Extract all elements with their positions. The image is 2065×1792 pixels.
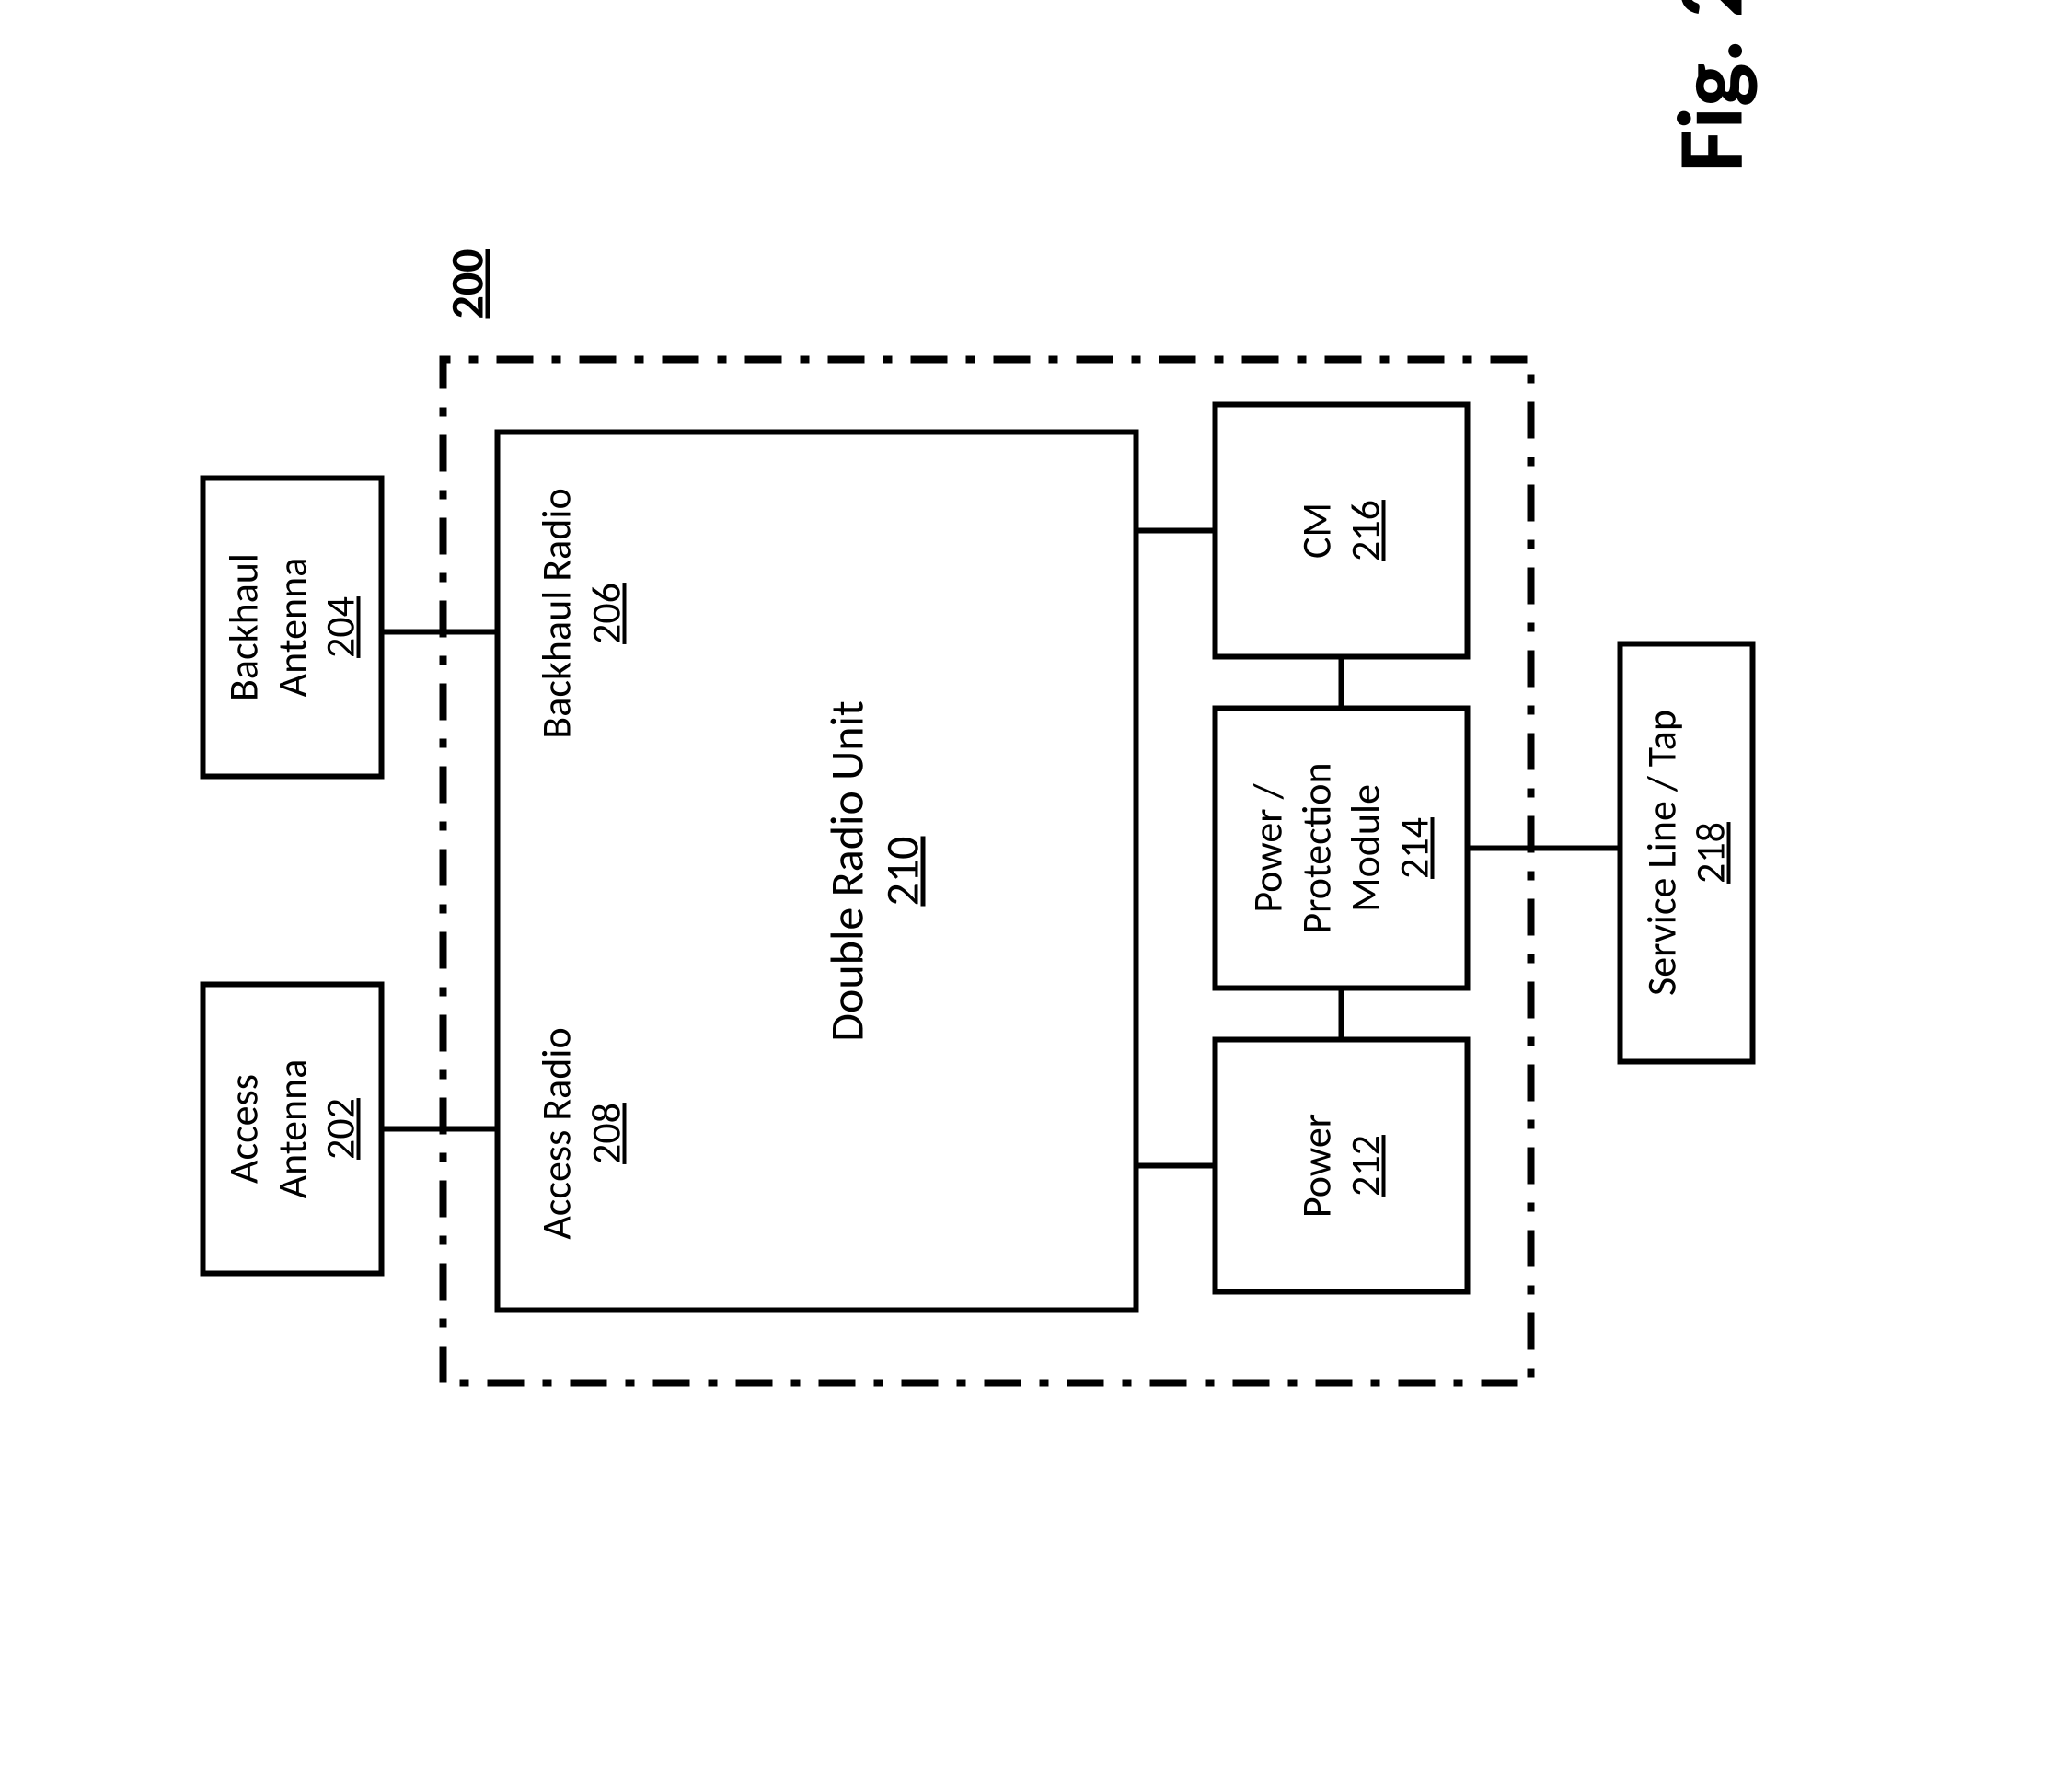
diagram-canvas: 200 Access Antenna 202 Backhaul Antenna … (274, 0, 1792, 1792)
label: Antenna (268, 1059, 317, 1199)
ref-number: 210 (876, 836, 931, 906)
edge (385, 1127, 495, 1132)
ref-number: 218 (1687, 822, 1736, 884)
label: Access (219, 1074, 268, 1184)
label: Backhaul Radio (532, 488, 582, 738)
ref-number: 204 (317, 596, 365, 658)
ref-number: 208 (582, 1103, 631, 1164)
edge (1471, 846, 1618, 851)
ref-number: 214 (1390, 817, 1438, 879)
edge (385, 630, 495, 635)
edge (1139, 1163, 1213, 1169)
label: Backhaul (219, 553, 268, 701)
ref-number: 202 (317, 1098, 365, 1160)
edge (1139, 528, 1213, 534)
figure-caption: Fig. 2 (1655, 0, 1767, 172)
label-backhaul-radio: Backhaul Radio 206 (532, 467, 631, 761)
label: Access Radio (532, 1027, 582, 1239)
node-cm: CM 216 (1213, 402, 1471, 660)
label: CM (1293, 503, 1342, 559)
label: Antenna (268, 558, 317, 698)
label: Module (1342, 784, 1390, 912)
node-access-antenna: Access Antenna 202 (201, 982, 385, 1277)
ref-number: 206 (582, 583, 631, 644)
ref-number: 212 (1342, 1135, 1390, 1197)
node-backhaul-antenna: Backhaul Antenna 204 (201, 476, 385, 780)
node-power-protection-module: Power / Protection Module 214 (1213, 706, 1471, 991)
label: Power / (1244, 783, 1293, 912)
node-service-line-tap: Service Line / Tap 218 (1618, 642, 1756, 1065)
label: Double Radio Unit (821, 700, 876, 1041)
edge (1339, 660, 1344, 706)
label: Power (1293, 1114, 1342, 1218)
label: Service Line / Tap (1638, 710, 1687, 996)
node-power: Power 212 (1213, 1037, 1471, 1295)
edge (1339, 991, 1344, 1037)
label-access-radio: Access Radio 208 (532, 1000, 631, 1267)
ref-number: 216 (1342, 500, 1390, 561)
system-number: 200 (440, 249, 496, 318)
label: Protection (1293, 762, 1342, 933)
